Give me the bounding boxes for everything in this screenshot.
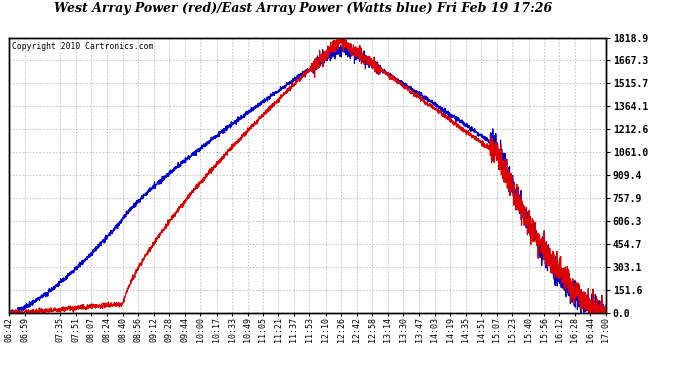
Text: West Array Power (red)/East Array Power (Watts blue) Fri Feb 19 17:26: West Array Power (red)/East Array Power … bbox=[55, 2, 553, 15]
Text: Copyright 2010 Cartronics.com: Copyright 2010 Cartronics.com bbox=[12, 42, 153, 51]
